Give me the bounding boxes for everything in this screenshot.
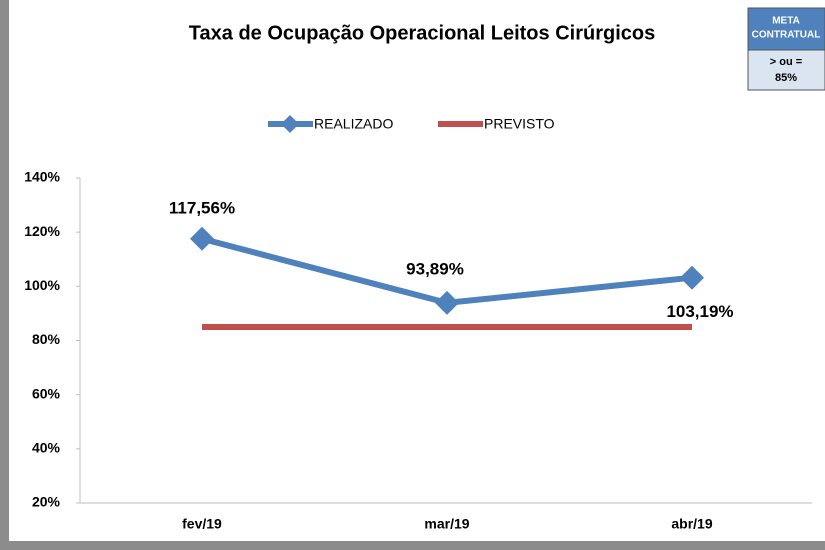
x-tick-label: abr/19 — [671, 516, 712, 532]
y-tick-label: 80% — [32, 331, 61, 347]
y-tick-label: 20% — [32, 494, 61, 510]
y-tick-label: 60% — [32, 385, 61, 401]
y-tick-label: 100% — [24, 277, 60, 293]
legend-marker — [281, 115, 299, 133]
data-point — [190, 226, 214, 251]
meta-body-box — [747, 49, 825, 91]
data-label: 93,89% — [406, 259, 464, 278]
meta-header-box — [747, 7, 825, 51]
meta-body: > ou = — [770, 56, 802, 68]
data-label: 103,19% — [666, 302, 733, 321]
data-label: 117,56% — [169, 198, 235, 217]
legend-label: PREVISTO — [484, 116, 555, 132]
data-point — [680, 265, 704, 290]
chart-title: Taxa de Ocupação Operacional Leitos Cirú… — [189, 22, 655, 44]
meta-body: 85% — [775, 72, 797, 84]
y-tick-label: 140% — [24, 169, 60, 185]
x-tick-label: mar/19 — [424, 516, 469, 532]
y-tick-label: 120% — [24, 223, 60, 239]
data-point — [435, 290, 459, 315]
x-tick-label: fev/19 — [182, 516, 222, 532]
y-tick-label: 40% — [32, 440, 61, 456]
meta-header: META — [772, 16, 800, 27]
frame-left — [0, 0, 9, 550]
frame-bottom — [0, 541, 825, 550]
meta-header: CONTRATUAL — [752, 30, 821, 41]
legend-label: REALIZADO — [314, 116, 393, 132]
